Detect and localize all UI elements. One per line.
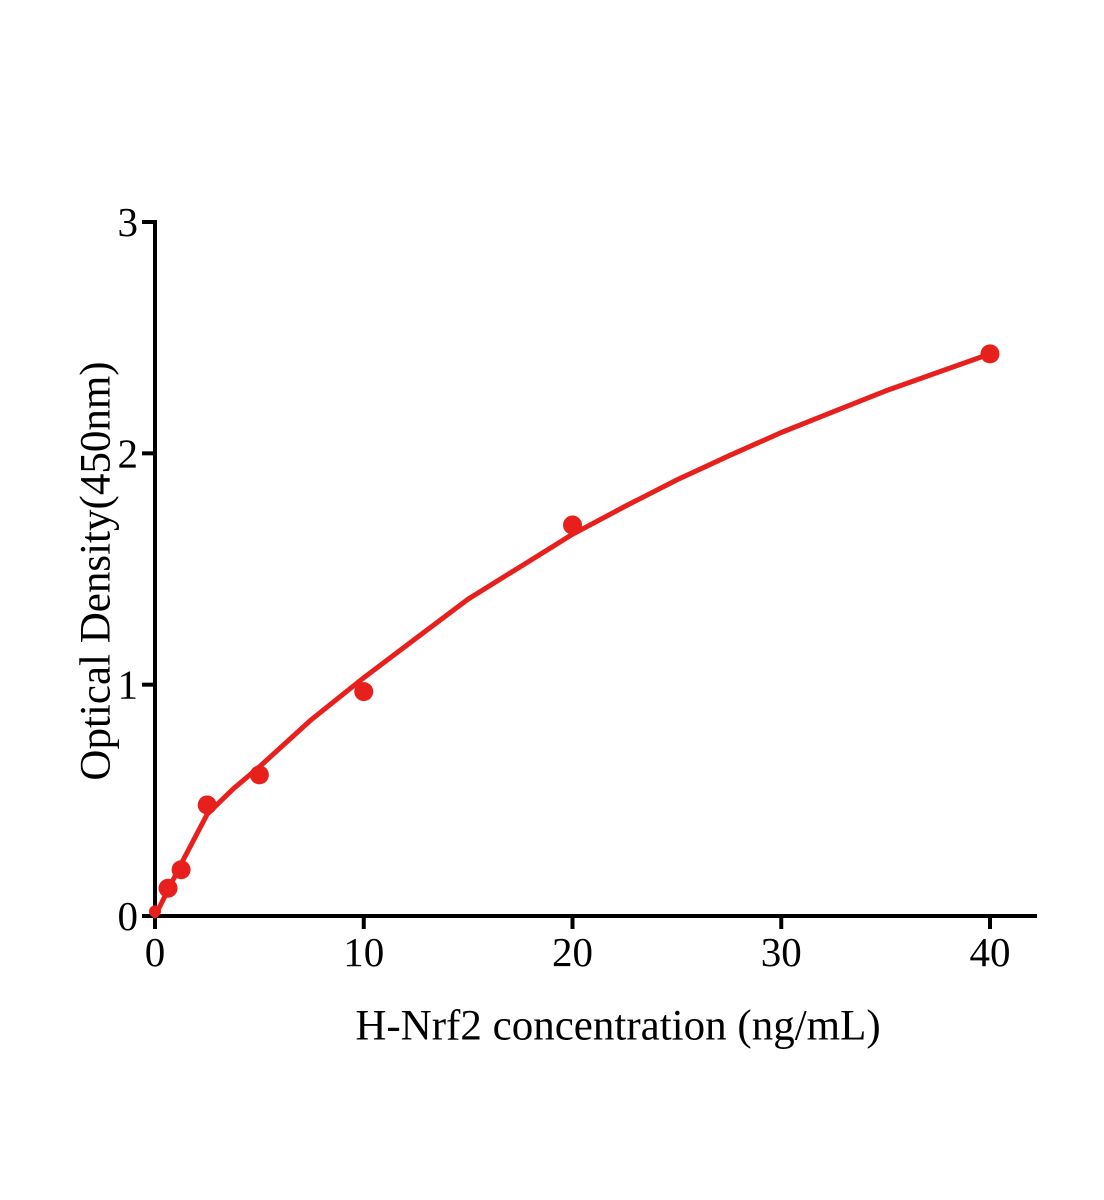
x-tick-label: 40 bbox=[970, 929, 1011, 975]
data-point bbox=[158, 878, 178, 898]
data-point bbox=[354, 682, 374, 702]
data-point bbox=[149, 905, 161, 918]
y-tick-label: 0 bbox=[118, 893, 139, 939]
data-point bbox=[563, 515, 582, 535]
x-tick-label: 10 bbox=[343, 929, 384, 975]
x-tick-label: 30 bbox=[761, 929, 802, 975]
x-axis-title: H-Nrf2 concentration (ng/mL) bbox=[355, 1002, 881, 1050]
y-axis-title: Optical Density(450nm) bbox=[72, 361, 120, 781]
y-tick-label: 1 bbox=[118, 662, 139, 708]
data-point bbox=[980, 344, 1000, 364]
fit-curve bbox=[152, 351, 993, 919]
x-tick-label: 20 bbox=[552, 929, 593, 975]
y-tick-label: 2 bbox=[118, 430, 139, 476]
data-point bbox=[197, 795, 217, 815]
data-point bbox=[171, 860, 191, 880]
x-tick-label: 0 bbox=[145, 929, 166, 975]
data-point bbox=[249, 765, 269, 785]
y-tick-label: 3 bbox=[118, 199, 139, 245]
